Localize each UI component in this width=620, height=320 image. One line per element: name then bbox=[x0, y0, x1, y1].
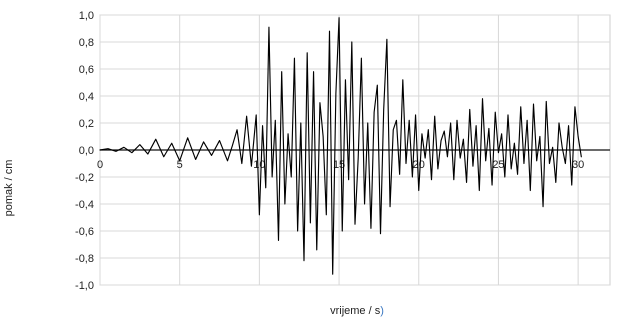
x-tick-label: 20 bbox=[413, 159, 425, 171]
x-tick-labels: 0 5 10 15 20 25 30 bbox=[97, 159, 584, 171]
x-tick-label: 15 bbox=[333, 159, 345, 171]
x-tick-label: 0 bbox=[97, 159, 103, 171]
y-tick-labels: -1,0 -0,8 -0,6 -0,4 -0,2 0,0 0,2 0,4 0,6 0,8 1,0 bbox=[75, 10, 94, 292]
y-tick-label: 0,8 bbox=[79, 37, 94, 49]
y-tick-label: 0,4 bbox=[79, 91, 94, 103]
y-tick-label: -0,8 bbox=[75, 253, 94, 265]
y-tick-label: -0,4 bbox=[75, 199, 94, 211]
x-axis-label: vrijeme / s) bbox=[330, 305, 384, 317]
x-tick-label: 25 bbox=[492, 159, 504, 171]
x-axis-label-main: vrijeme / s bbox=[330, 305, 381, 317]
y-tick-label: 1,0 bbox=[79, 10, 94, 22]
displacement-series-line bbox=[99, 17, 582, 275]
y-tick-label: 0,6 bbox=[79, 64, 94, 76]
x-axis-label-suffix: ) bbox=[380, 305, 384, 317]
y-tick-label: -0,6 bbox=[75, 226, 94, 238]
y-tick-label: 0,2 bbox=[79, 118, 94, 130]
x-tick-label: 10 bbox=[253, 159, 265, 171]
y-axis-label: pomak / cm bbox=[3, 160, 15, 217]
x-tick-label: 30 bbox=[572, 159, 584, 171]
x-tick-label: 5 bbox=[177, 159, 183, 171]
y-tick-label: -1,0 bbox=[75, 280, 94, 292]
y-tick-label: -0,2 bbox=[75, 172, 94, 184]
y-tick-label: 0,0 bbox=[79, 145, 94, 157]
